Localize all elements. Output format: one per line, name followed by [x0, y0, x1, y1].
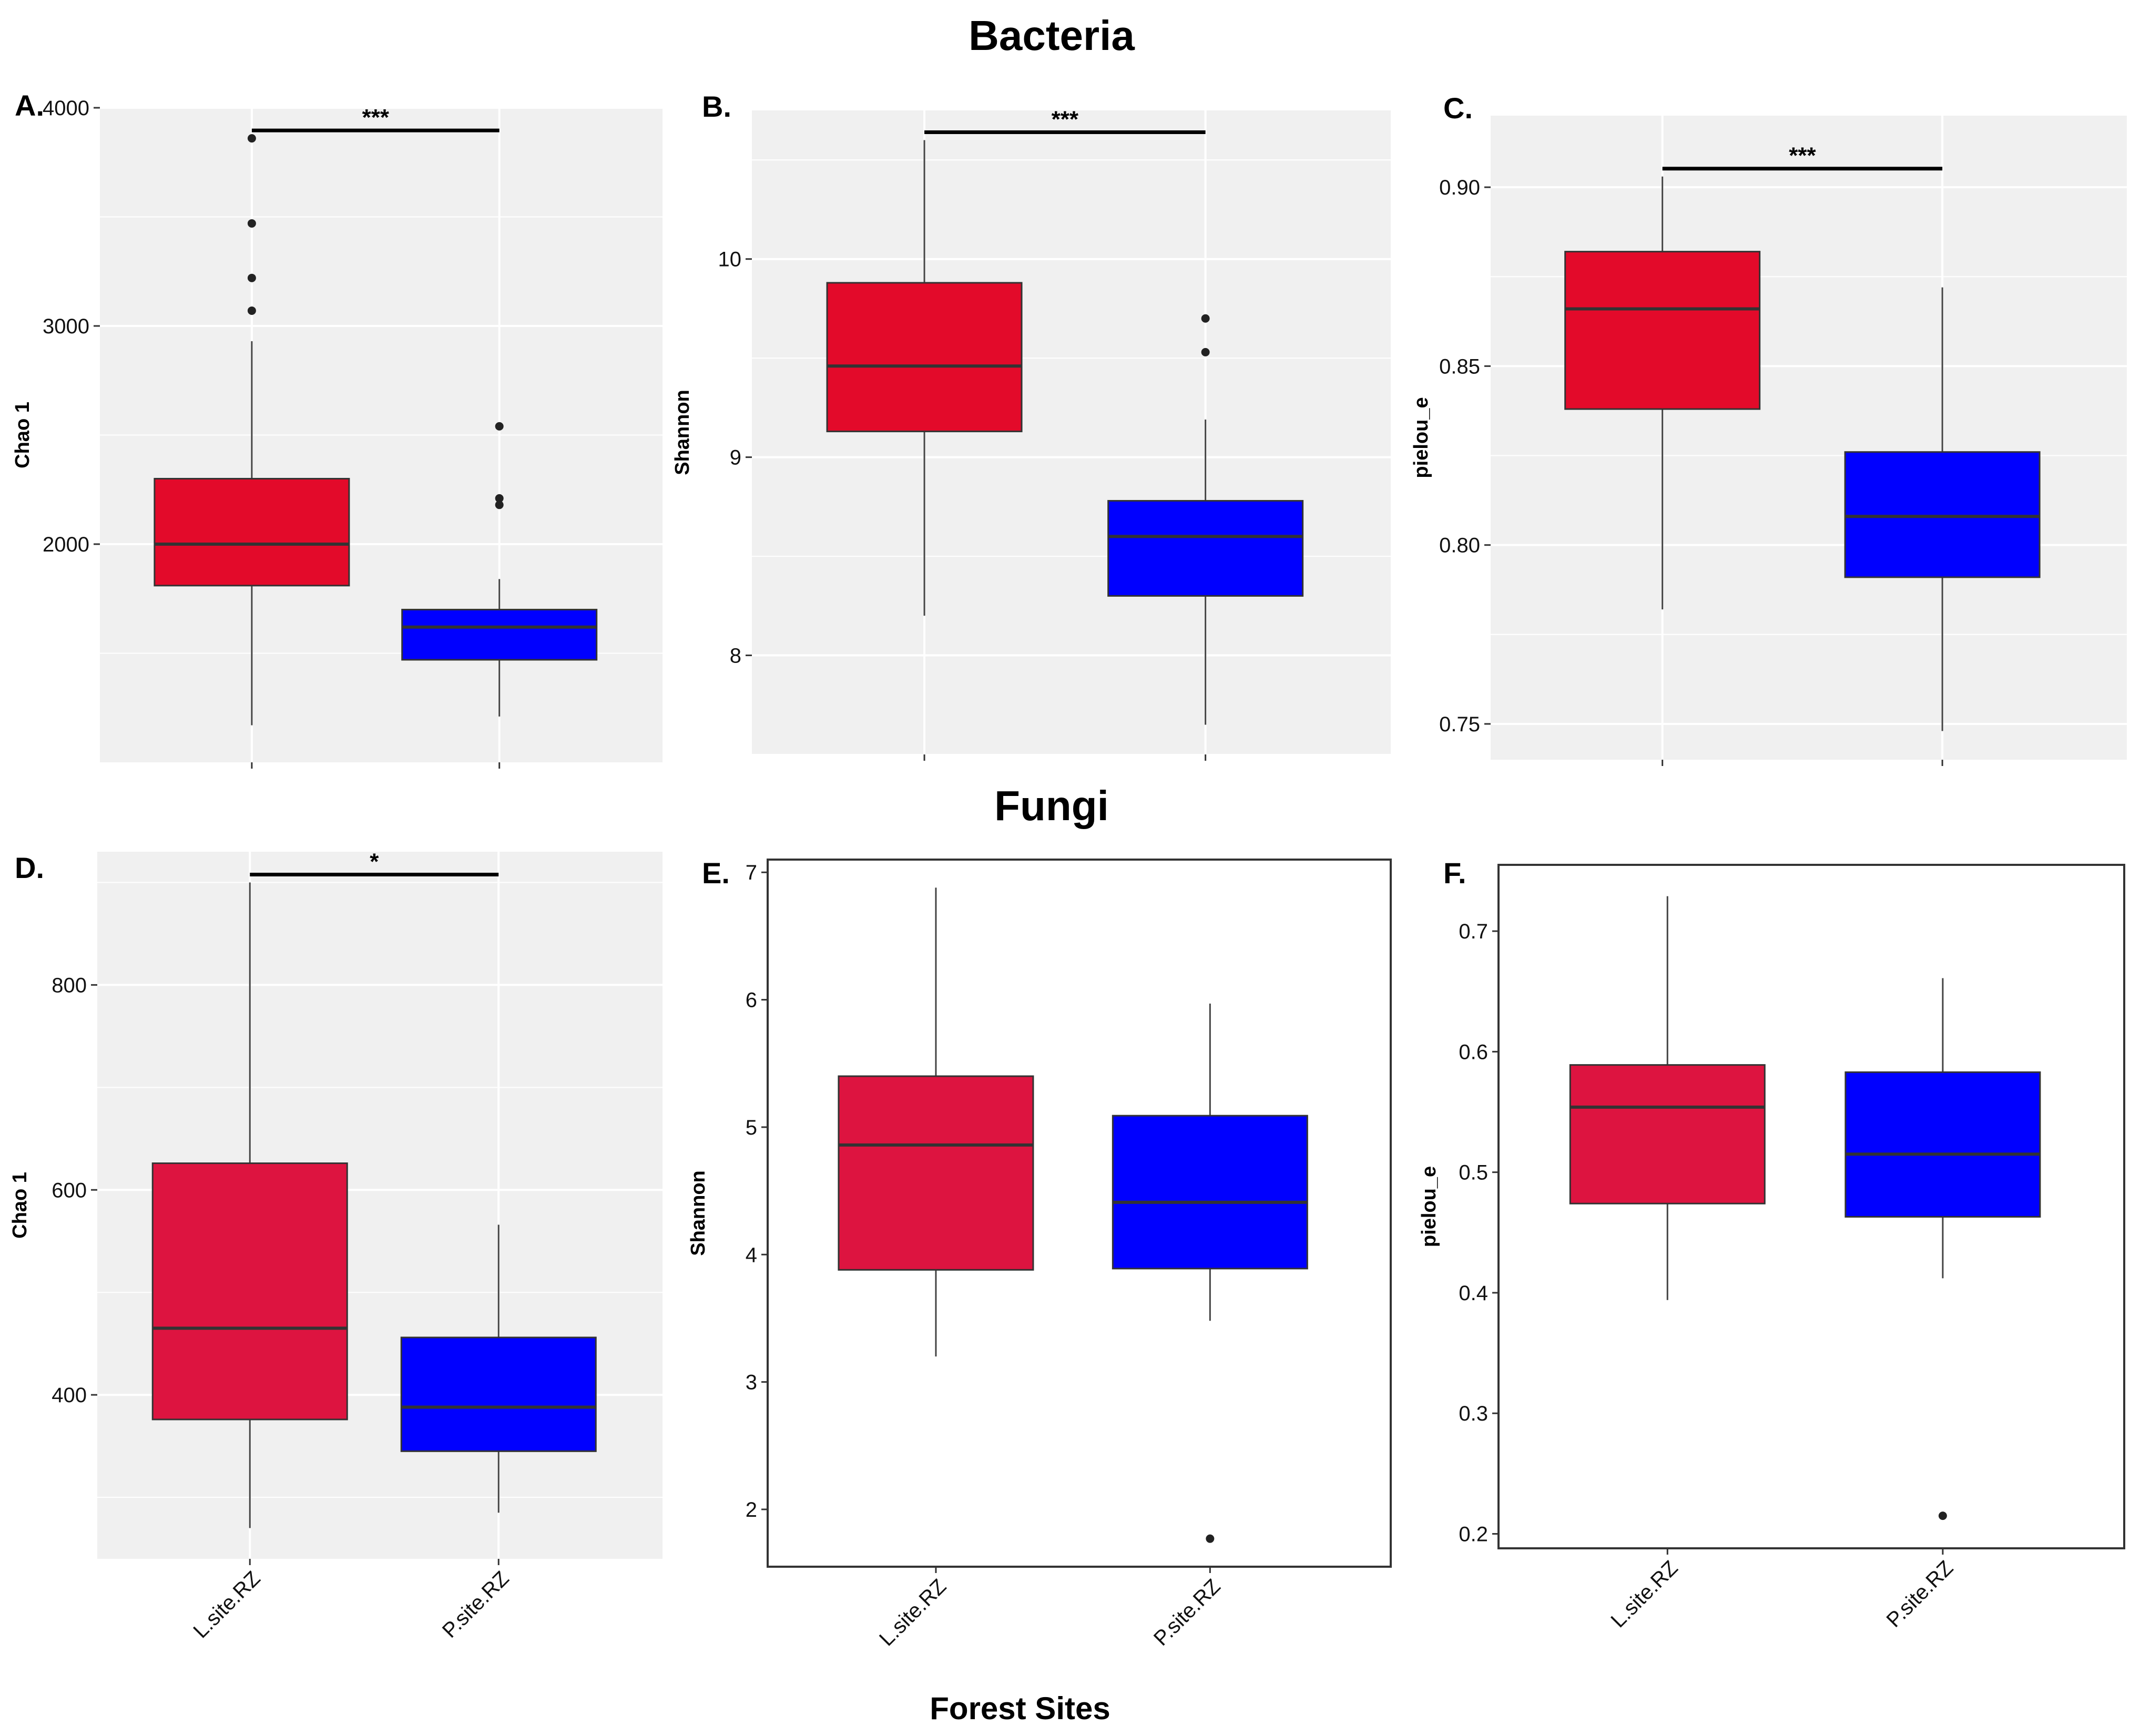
panel-f-box-p-site — [1844, 1071, 2041, 1218]
panel-b-box-p-site — [1107, 500, 1304, 597]
panel-f-xcat-label: L.site.RZ — [1606, 1556, 1682, 1632]
panel-c: 0.75 0.80 0.85 0.90 pielou_e C. *** — [1410, 91, 2127, 766]
panel-a-y-title: Chao 1 — [12, 402, 34, 468]
panel-f-letter: F. — [1443, 856, 1466, 890]
panel-d-ytick-label: 400 — [52, 1384, 87, 1407]
panel-d-significance-label: * — [370, 849, 379, 874]
panel-f-ytick-label: 0.2 — [1459, 1523, 1488, 1546]
panel-a-box-l-site-outlier — [247, 134, 256, 143]
panel-a: 2000 3000 4000 Chao 1 A. *** — [12, 89, 663, 769]
panel-d-xcat-label: L.site.RZ — [189, 1567, 264, 1642]
panel-a-ytick-label: 3000 — [43, 315, 89, 338]
panel-f-box-l-site — [1569, 1064, 1766, 1204]
panel-b-background — [752, 110, 1391, 754]
panel-c-box-p-site — [1844, 451, 2041, 578]
panel-c-letter: C. — [1443, 91, 1473, 125]
panel-d-letter: D. — [15, 851, 44, 884]
panel-a-box-l-site-outlier — [247, 273, 256, 282]
panel-e-ytick-label: 4 — [746, 1243, 757, 1267]
panel-e-box-p-site — [1112, 1115, 1308, 1270]
panel-f-ytick-label: 0.7 — [1459, 920, 1488, 943]
panel-b-letter: B. — [702, 90, 731, 123]
panel-e: 2 3 4 5 6 7 Shannon E. L.site.RZ P.site.RZ — [687, 856, 1392, 1651]
panel-b-box-l-site — [826, 282, 1023, 433]
panel-b-ytick-label: 10 — [718, 248, 742, 271]
panel-d-ytick-label: 600 — [52, 1179, 87, 1202]
panel-b-ytick-label: 9 — [730, 446, 741, 469]
panel-a-ytick-label: 4000 — [43, 97, 89, 120]
panel-a-box-l-site-outlier — [247, 219, 256, 228]
panel-e-ytick-label: 2 — [746, 1498, 757, 1521]
panel-a-box-p-site — [401, 609, 598, 661]
panel-c-ytick-label: 0.75 — [1439, 713, 1480, 736]
panel-a-box-p-site-outlier — [495, 494, 504, 503]
panel-f-xcat-label: P.site.RZ — [1882, 1556, 1958, 1632]
panel-e-box-l-site — [838, 1075, 1034, 1271]
panel-c-ytick-label: 0.90 — [1439, 176, 1480, 199]
panel-d-y-title: Chao 1 — [9, 1172, 31, 1239]
panel-f-y-title: pielou_e — [1418, 1166, 1440, 1247]
panel-e-y-title: Shannon — [687, 1170, 709, 1256]
panel-a-significance-label: *** — [362, 105, 390, 130]
panel-c-ytick-label: 0.80 — [1439, 534, 1480, 557]
panel-e-ytick-label: 5 — [746, 1116, 757, 1139]
panel-e-ytick-label: 3 — [746, 1371, 757, 1394]
panel-e-letter: E. — [702, 856, 730, 890]
panel-b: 8 9 10 Shannon B. *** — [671, 90, 1391, 761]
panel-f-box-p-site-outlier — [1938, 1512, 1947, 1520]
section-title-bacteria: Bacteria — [969, 12, 1135, 59]
panel-b-box-p-site-outlier — [1201, 314, 1210, 323]
panel-f-ytick-label: 0.3 — [1459, 1402, 1488, 1425]
panel-f-ytick-label: 0.6 — [1459, 1040, 1488, 1064]
panel-a-box-p-site-outlier — [495, 422, 504, 431]
panel-b-y-title: Shannon — [671, 390, 694, 475]
panel-a-letter: A. — [15, 89, 44, 122]
section-title-fungi: Fungi — [994, 782, 1109, 829]
panel-e-ytick-label: 6 — [746, 989, 757, 1012]
panel-f: 0.2 0.3 0.4 0.5 0.6 0.7 pielou_e F. L.site.RZ P.s… — [1418, 856, 2125, 1632]
panel-d-box-p-site — [400, 1336, 597, 1452]
x-axis-title: Forest Sites — [930, 1691, 1110, 1726]
panel-e-box-p-site-outlier — [1206, 1534, 1215, 1543]
panel-b-significance-label: *** — [1052, 107, 1079, 132]
panel-c-y-title: pielou_e — [1410, 397, 1432, 478]
panel-a-ytick-label: 2000 — [43, 533, 89, 556]
panel-a-box-p-site-outlier — [495, 501, 504, 509]
panel-e-ytick-label: 7 — [746, 861, 757, 884]
panel-d-xcat-label: P.site.RZ — [438, 1567, 514, 1642]
panel-c-significance-label: *** — [1789, 143, 1816, 169]
panel-c-ytick-label: 0.85 — [1439, 355, 1480, 378]
panel-d-box-l-site — [151, 1162, 348, 1421]
panel-a-box-l-site-outlier — [247, 306, 256, 315]
panel-a-box-l-site — [154, 478, 350, 587]
panel-c-background — [1491, 116, 2127, 760]
panel-f-ytick-label: 0.4 — [1459, 1282, 1488, 1305]
panel-e-xcat-label: P.site.RZ — [1149, 1575, 1225, 1650]
panel-f-ytick-label: 0.5 — [1459, 1161, 1488, 1184]
panel-d: 400 600 800 Chao 1 D. L.site.RZ P.site.RZ * — [9, 849, 663, 1643]
panel-e-xcat-label: L.site.RZ — [875, 1575, 951, 1650]
panel-b-box-p-site-outlier — [1201, 348, 1210, 356]
panel-c-box-l-site — [1564, 251, 1761, 410]
panel-d-ytick-label: 800 — [52, 974, 87, 997]
panel-b-ytick-label: 8 — [730, 645, 741, 668]
